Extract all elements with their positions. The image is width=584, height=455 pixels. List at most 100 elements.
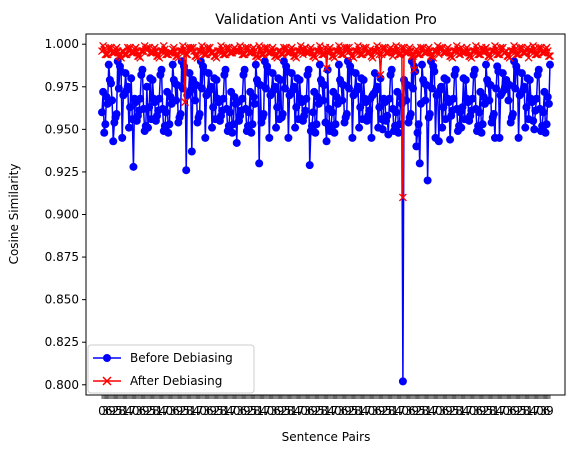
data-point-before: [261, 84, 270, 93]
data-point-after: [166, 48, 175, 57]
data-point-after: [338, 50, 347, 59]
data-point-after: [430, 47, 439, 55]
data-point-before: [470, 65, 479, 74]
data-point-before: [172, 96, 181, 105]
x-tick-label: 3: [135, 404, 143, 418]
data-point-before: [468, 94, 477, 103]
x-tick-label: 7: [297, 404, 305, 418]
x-tick-label: 7: [162, 404, 170, 418]
data-point-after: [410, 65, 419, 74]
x-tick-label: 0: [132, 404, 140, 418]
data-point-before: [185, 69, 194, 78]
data-point-after: [377, 50, 386, 59]
data-point-before: [330, 128, 339, 137]
data-point-before: [492, 84, 501, 93]
data-point-before: [439, 103, 448, 112]
data-point-before: [525, 75, 534, 84]
data-point-after: [277, 50, 286, 59]
data-point-after: [339, 50, 348, 59]
data-point-after: [221, 50, 230, 59]
x-tick-label: 3: [438, 404, 446, 418]
data-point-before: [259, 110, 268, 119]
data-point-after: [407, 52, 416, 61]
data-point-after: [434, 50, 443, 59]
x-tick-label: 5: [182, 404, 190, 418]
x-tick-label: 5: [384, 404, 392, 418]
data-point-before: [322, 137, 331, 146]
data-point-before: [331, 120, 340, 129]
y-axis: 0.800 0.825 0.850 0.875 0.900 0.925 0.950 0.975…: [45, 37, 86, 392]
x-tick-label: 8: [320, 404, 328, 418]
data-point-after: [322, 64, 331, 73]
x-tick-label: 1: [122, 404, 130, 418]
x-tick-label: 5: [115, 404, 123, 418]
x-tick-label: 7: [432, 404, 440, 418]
data-point-after: [349, 53, 358, 62]
y-tick-label: 1.000: [45, 37, 79, 51]
data-point-before: [542, 120, 551, 129]
data-point-after: [258, 50, 267, 59]
legend-marker-before: [103, 354, 111, 362]
x-tick-label: 5: [519, 404, 527, 418]
data-point-after: [396, 50, 405, 59]
data-point-before: [517, 69, 526, 78]
x-tick-label: 5: [283, 404, 291, 418]
data-point-before: [365, 106, 374, 115]
data-point-after: [136, 53, 145, 62]
data-point-after: [220, 50, 229, 59]
data-point-after: [102, 50, 111, 59]
data-point-after: [440, 48, 449, 57]
data-point-after: [376, 70, 385, 79]
data-point-before: [338, 96, 347, 105]
data-point-before: [240, 65, 249, 74]
x-tick-label: 3: [102, 404, 110, 418]
data-point-before: [104, 60, 113, 69]
data-point-after: [137, 47, 146, 55]
x-tick-label: 1: [256, 404, 264, 418]
x-tick-label: 4: [428, 404, 436, 418]
x-tick-label: 5: [351, 404, 359, 418]
x-tick-label: 4: [462, 404, 470, 418]
x-tick-label: 3: [304, 404, 312, 418]
data-point-before: [482, 60, 490, 69]
data-point-before: [191, 96, 200, 105]
y-tick-label: 0.800: [45, 378, 79, 392]
data-point-before: [425, 110, 434, 119]
data-point-after: [122, 50, 131, 59]
x-tick-label: 8: [354, 404, 362, 418]
data-point-before: [489, 110, 498, 119]
data-point-after: [467, 53, 476, 62]
data-point-before: [449, 94, 458, 103]
x-tick-label: 2: [213, 404, 221, 418]
data-point-before: [121, 69, 130, 78]
data-point-before: [508, 110, 517, 119]
x-tick-label: 9: [176, 404, 184, 418]
x-tick-label: 6: [408, 404, 416, 418]
data-point-after: [292, 53, 301, 62]
x-tick-label: 8: [455, 404, 463, 418]
data-point-after: [331, 47, 340, 55]
data-point-before: [546, 60, 554, 69]
x-tick-label: 5: [216, 404, 224, 418]
data-point-before: [255, 159, 264, 168]
data-point-before: [477, 128, 486, 137]
legend-label-before: Before Debiasing: [130, 351, 233, 365]
data-point-before: [157, 65, 166, 74]
data-point-after: [394, 50, 403, 59]
x-tick-label: 0: [502, 404, 510, 418]
x-tick-label: 7: [499, 404, 507, 418]
data-point-after: [398, 193, 407, 202]
x-tick-label: 2: [482, 404, 490, 418]
x-tick-label: 2: [347, 404, 355, 418]
data-point-before: [421, 96, 430, 105]
data-point-before: [514, 133, 523, 142]
x-tick-label: 6: [273, 404, 281, 418]
data-point-before: [475, 108, 484, 117]
x-tick-label: 7: [331, 404, 339, 418]
x-tick-label: 0: [401, 404, 409, 418]
x-tick-label: 4: [260, 404, 268, 418]
data-point-before: [228, 128, 237, 137]
data-point-after: [147, 48, 156, 57]
data-point-before: [521, 123, 530, 132]
data-point-after: [539, 48, 548, 57]
